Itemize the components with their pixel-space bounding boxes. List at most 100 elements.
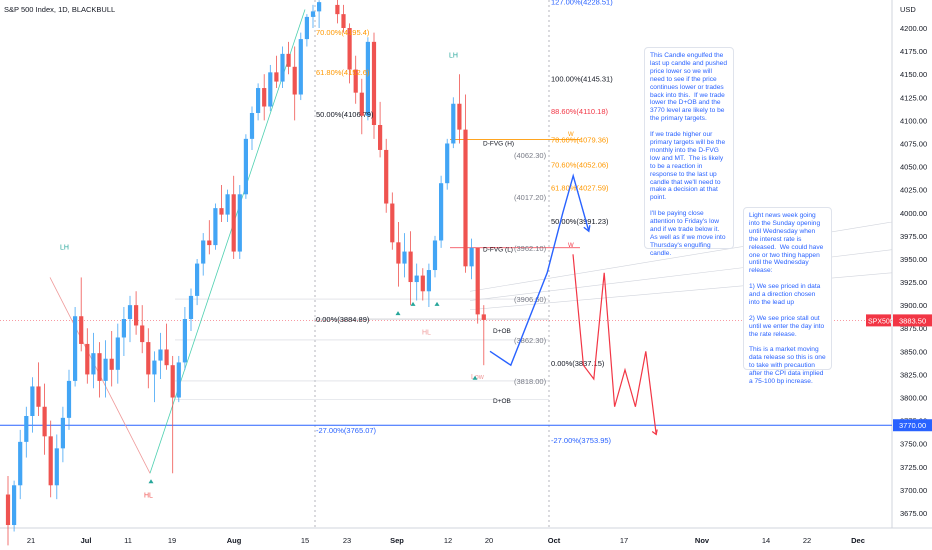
candle-body xyxy=(85,343,90,375)
pivot-label: HL xyxy=(422,330,431,337)
candle-body xyxy=(127,305,133,319)
candle-body xyxy=(317,2,322,12)
price-tick-label: 4075.00 xyxy=(900,139,927,148)
annotation-note-left[interactable]: This Candle engulfed the last up candle … xyxy=(644,47,734,257)
marker-label: W xyxy=(568,132,574,138)
candle-body xyxy=(164,349,169,366)
zone-label: D-FVG (L) xyxy=(483,247,513,254)
candle-body xyxy=(115,337,120,370)
candle-body xyxy=(402,251,407,264)
fib-label-left: 61.80%(4152.6) xyxy=(316,68,370,77)
projection-path-red xyxy=(572,254,657,435)
projection-path-blue xyxy=(489,173,590,367)
fib-label: 127.00%(4228.51) xyxy=(551,0,613,7)
candle-body xyxy=(445,143,450,184)
time-tick-label: 12 xyxy=(444,536,452,545)
price-tick-label: 4100.00 xyxy=(900,116,927,125)
price-tick-label: 4025.00 xyxy=(900,186,927,195)
annotation-note-right[interactable]: Light news week going into the Sunday op… xyxy=(743,207,832,385)
candle-body xyxy=(310,11,316,17)
symbol-tag-bg xyxy=(866,314,891,327)
price-tick-label: 3800.00 xyxy=(900,394,927,403)
fib-label-left: -27.00%(3765.07) xyxy=(316,426,377,435)
price-tick-label: 3875.00 xyxy=(900,324,927,333)
candle-body xyxy=(18,441,23,486)
time-tick-label: 19 xyxy=(168,536,176,545)
time-tick-label: 14 xyxy=(762,536,770,545)
zone-label: D+OB xyxy=(493,398,511,405)
level-label: (3906.60) xyxy=(514,295,547,304)
price-tick-label: 3825.00 xyxy=(900,370,927,379)
level-label: (4017.20) xyxy=(514,193,547,202)
candle-body xyxy=(335,4,340,15)
level-label: (3818.00) xyxy=(514,377,547,386)
time-tick-label: 23 xyxy=(343,536,351,545)
pivot-label: Low xyxy=(471,374,485,381)
price-tick-label: 4000.00 xyxy=(900,209,927,218)
candle-body xyxy=(384,149,389,204)
candle-body xyxy=(225,194,230,215)
candle-body xyxy=(121,319,126,338)
candle-body xyxy=(66,380,72,418)
candle-body xyxy=(298,39,303,95)
candle-body xyxy=(408,251,413,283)
candle-body xyxy=(152,360,157,375)
candle-body xyxy=(426,270,431,292)
candle-body xyxy=(213,208,218,246)
zone-label: D-FVG (H) xyxy=(483,140,514,147)
pivot-label: HL xyxy=(144,492,153,499)
candle-body xyxy=(457,103,462,130)
marker-label: W xyxy=(568,243,574,249)
candle-body xyxy=(195,263,200,296)
current-price-tag-bg xyxy=(893,314,932,327)
fib-label: 100.00%(4145.31) xyxy=(551,75,613,84)
time-tick-label: 15 xyxy=(301,536,309,545)
candle-body xyxy=(390,203,395,243)
candle-body xyxy=(91,353,96,375)
fib-label-left: 0.00%(3884.89) xyxy=(316,315,370,324)
candle-body xyxy=(353,69,358,93)
fib-label: 78.60%(4079.36) xyxy=(551,135,609,144)
fib-label-left: 50.00%(4106.79) xyxy=(316,110,374,119)
candle-body xyxy=(414,275,419,283)
candle-body xyxy=(304,16,309,40)
candle-body xyxy=(103,358,108,381)
candle-body xyxy=(5,494,11,526)
level-label: (4062.30) xyxy=(514,151,547,160)
price-tick-label: 4150.00 xyxy=(900,70,927,79)
price-tick-label: 4050.00 xyxy=(900,163,927,172)
projection-arrowhead-blue xyxy=(583,225,591,233)
candle-body xyxy=(420,275,425,292)
candle-body xyxy=(219,208,224,215)
time-tick-label: Jul xyxy=(81,536,92,545)
swing-line-up xyxy=(149,9,306,474)
up-arrow-marker xyxy=(410,301,416,306)
level-label: (3862.30) xyxy=(514,336,547,345)
candle-body xyxy=(280,53,285,82)
candle-body xyxy=(463,129,468,267)
price-tick-label: 3900.00 xyxy=(900,301,927,310)
time-tick-label: 17 xyxy=(620,536,628,545)
candle-body xyxy=(140,325,145,343)
candle-body xyxy=(451,103,456,144)
candle-body xyxy=(396,242,401,264)
time-tick-label: 11 xyxy=(124,536,132,545)
candle-body xyxy=(292,66,297,95)
price-tick-label: 3950.00 xyxy=(900,255,927,264)
candle-body xyxy=(176,362,181,398)
candle-body xyxy=(347,28,352,70)
candle-body xyxy=(30,386,35,416)
level-price-tag-bg xyxy=(893,419,932,432)
price-tick-label: 3925.00 xyxy=(900,278,927,287)
candle-body xyxy=(73,316,78,381)
candle-body xyxy=(201,240,206,264)
candle-body xyxy=(48,436,53,486)
pivot-label: LH xyxy=(449,53,458,60)
pivot-label: LH xyxy=(60,245,69,252)
candle-body xyxy=(24,416,29,442)
candle-body xyxy=(475,247,480,315)
fib-label-left: 70.00%(4195.4) xyxy=(316,28,370,37)
price-tick-label: 4200.00 xyxy=(900,24,927,33)
current-price-tag: 3883.50 xyxy=(899,316,926,325)
